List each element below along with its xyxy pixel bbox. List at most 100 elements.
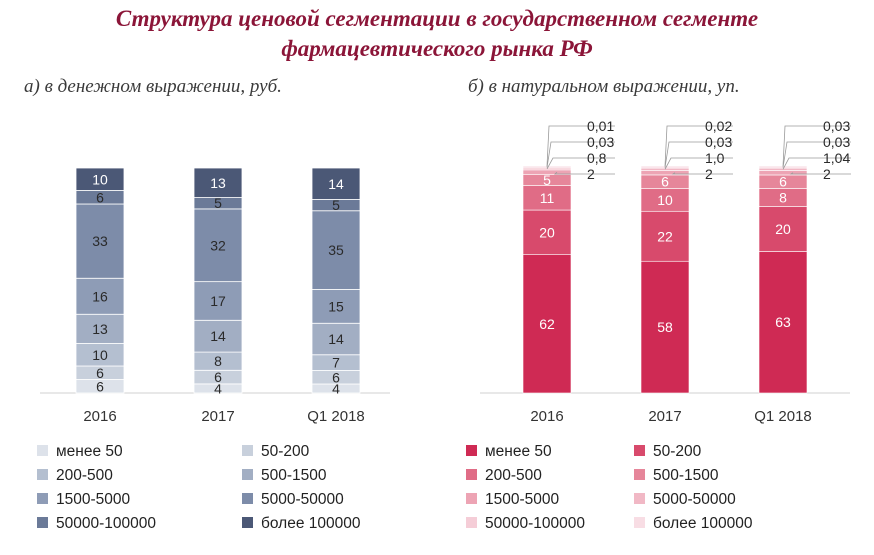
legend-label: 200-500: [56, 467, 113, 484]
legend-swatch: [634, 468, 645, 480]
bar-segment: [311, 289, 361, 324]
data-label: 14: [328, 331, 344, 347]
x-tick-label: Q1 2018: [307, 408, 365, 425]
callout-line: [782, 141, 851, 168]
chart-title-line-2: фармацевтического рынка РФ: [281, 36, 593, 61]
data-label: 6: [96, 365, 104, 381]
legend-label: менее 50: [56, 443, 123, 460]
x-tick-label: 2017: [201, 408, 234, 425]
legend-swatch: [634, 516, 645, 528]
callout-label: 0,03: [823, 134, 850, 150]
data-label: 8: [779, 189, 787, 205]
bar-segment: [640, 260, 690, 394]
legend-item: 50000-100000: [466, 514, 585, 534]
callout-line: [664, 141, 733, 168]
data-label: 7: [332, 355, 340, 371]
legend-item: менее 50: [37, 442, 123, 462]
data-label: 15: [328, 298, 344, 314]
legend-swatch: [634, 492, 645, 504]
callout-label: 0,03: [587, 134, 614, 150]
left-chart-money: 6610131633610201646814173251320174671415…: [40, 167, 390, 425]
data-label: 22: [657, 228, 673, 244]
data-label: 6: [332, 369, 340, 385]
callout-line: [664, 125, 733, 167]
data-label: 10: [92, 171, 108, 187]
bar-segment: [640, 210, 690, 262]
legend-item: 5000-50000: [634, 490, 736, 510]
left-chart-subtitle: а) в денежном выражении, руб.: [24, 76, 282, 97]
data-label: 6: [96, 189, 104, 205]
x-tick-label: Q1 2018: [754, 408, 812, 425]
data-label: 58: [657, 319, 673, 335]
bar-segment: [758, 206, 808, 252]
legend-swatch: [242, 444, 253, 456]
legend-item: 200-500: [466, 466, 542, 486]
data-label: 20: [775, 221, 791, 237]
callout-line: [782, 125, 851, 167]
data-label: 16: [92, 288, 108, 304]
bar-segment: [193, 167, 243, 198]
legend-label: 50000-100000: [56, 515, 156, 532]
legend-item: 200-500: [37, 466, 113, 486]
legend-swatch: [466, 492, 477, 504]
legend-label: 200-500: [485, 467, 542, 484]
legend-label: более 100000: [653, 515, 753, 532]
data-label: 8: [214, 353, 222, 369]
callout-label: 1,04: [823, 150, 850, 166]
data-label: 6: [779, 174, 787, 190]
legend-item: 1500-5000: [37, 490, 130, 510]
legend-label: 50000-100000: [485, 515, 585, 532]
callout-line: [546, 141, 615, 168]
right-legend: менее 50 50-200 200-500 500-1500 1500-5000 50…: [466, 442, 874, 542]
data-label: 10: [657, 192, 673, 208]
legend-swatch: [634, 444, 645, 456]
bar-segment: [193, 281, 243, 321]
legend-item: 500-1500: [242, 466, 327, 486]
legend-item: 50-200: [242, 442, 309, 462]
callout-line: [789, 172, 851, 175]
data-label: 11: [540, 190, 555, 206]
bar-segment: [311, 167, 361, 200]
callout-line: [546, 125, 615, 167]
callout-line: [782, 157, 851, 170]
callout-label: 2: [823, 166, 831, 182]
callout-line: [546, 157, 615, 170]
legend-label: менее 50: [485, 443, 552, 460]
callout-label: 0,8: [587, 150, 607, 166]
callout-line: [664, 157, 733, 170]
data-label: 13: [210, 175, 226, 191]
x-tick-label: 2016: [83, 408, 116, 425]
callout-label: 0,03: [823, 118, 850, 134]
legend-label: 50-200: [261, 443, 310, 460]
right-chart-subtitle: б) в натуральном выражении, уп.: [468, 76, 740, 97]
right-chart-units: 62201150,010,030,82201658221060,020,031,…: [480, 118, 851, 425]
callout-label: 2: [587, 166, 595, 182]
bar-segment: [75, 277, 125, 315]
data-label: 5: [332, 197, 340, 213]
bar-segment: [193, 319, 243, 353]
callout-label: 1,0: [705, 150, 725, 166]
x-tick-label: 2017: [648, 408, 681, 425]
legend-swatch: [37, 492, 48, 504]
chart-title-line-1: Структура ценовой сегментации в государс…: [115, 6, 759, 31]
data-label: 6: [214, 369, 222, 385]
bar-segment: [522, 209, 572, 255]
bar-segment: [193, 208, 243, 283]
data-label: 35: [328, 242, 344, 258]
callout-label: 0,03: [705, 134, 732, 150]
callout-line: [553, 171, 615, 175]
legend-item: менее 50: [466, 442, 552, 462]
legend-swatch: [242, 516, 253, 528]
data-label: 32: [210, 237, 226, 253]
legend-item: 1500-5000: [466, 490, 559, 510]
data-label: 4: [332, 381, 340, 397]
legend-label: 1500-5000: [56, 491, 131, 508]
legend-item: 500-1500: [634, 466, 719, 486]
legend-label: более 100000: [261, 515, 361, 532]
legend-item: 50-200: [634, 442, 701, 462]
legend-item: 5000-50000: [242, 490, 344, 510]
data-label: 33: [92, 233, 108, 249]
legend-swatch: [466, 516, 477, 528]
legend-item: более 100000: [242, 514, 360, 534]
